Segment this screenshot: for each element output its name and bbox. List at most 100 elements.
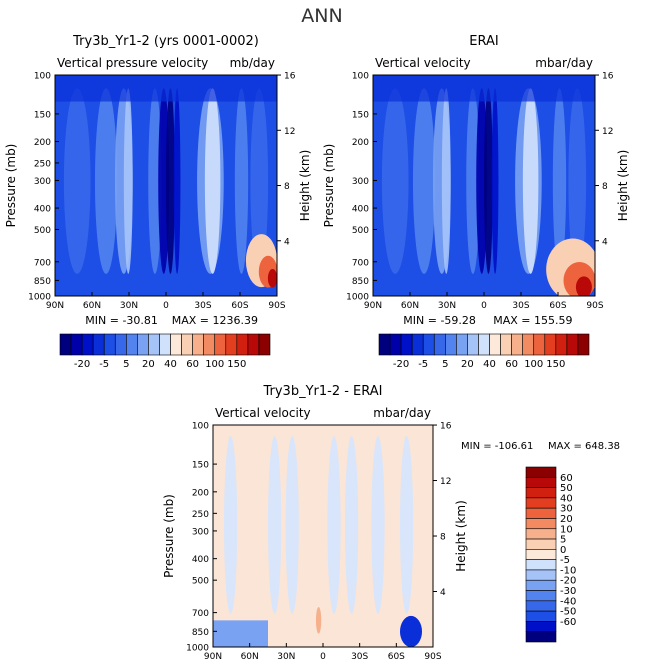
- colorbar-tick-label: 40: [483, 359, 496, 370]
- y-tick-label: 150: [352, 110, 369, 120]
- colorbar-box: [525, 507, 557, 519]
- y-tick-label: 1000: [28, 293, 51, 303]
- plot-area-model: [55, 75, 277, 296]
- contour-band: [575, 276, 592, 296]
- contour-band: [148, 88, 162, 274]
- panel-model: Try3b_Yr1-2 (yrs 0001-0002) Vertical pres…: [4, 34, 312, 370]
- colorbar-tick-label: -20: [74, 359, 90, 370]
- height-axis-label: Height (km): [454, 500, 468, 571]
- x-tick-label: 30N: [438, 301, 456, 311]
- y-tick-label: 400: [34, 205, 51, 215]
- y-tick-label: 100: [352, 72, 369, 82]
- panel-title-model: Try3b_Yr1-2 (yrs 0001-0002): [72, 34, 259, 49]
- y-tick-label: 300: [34, 177, 51, 187]
- x-tick-label: 30N: [120, 301, 138, 311]
- colorbar-box: [544, 333, 557, 356]
- colorbar-box: [500, 333, 512, 356]
- x-tick-label: 30N: [277, 652, 295, 662]
- subtitle-left-obs: Vertical velocity: [375, 56, 471, 70]
- y-axis-label: Pressure (mb): [162, 494, 176, 578]
- colorbar-box: [577, 333, 590, 356]
- x-tick-label: 60N: [83, 301, 101, 311]
- x-tick-label: 90S: [268, 301, 285, 311]
- colorbar-tick-label: -60: [560, 617, 576, 628]
- y-tick-label: 200: [34, 138, 51, 148]
- x-tick-label: 0: [163, 301, 169, 311]
- colorbar-box: [525, 621, 557, 633]
- colorbar-box: [92, 333, 105, 356]
- contour-band: [285, 436, 299, 614]
- colorbar-box: [137, 333, 149, 356]
- height-tick-label: 8: [602, 182, 608, 192]
- y-tick-label: 100: [192, 422, 209, 432]
- y-tick-label: 1000: [346, 293, 369, 303]
- colorbar-tick-label: 40: [560, 493, 573, 504]
- subtitle-right-model: mb/day: [230, 56, 275, 70]
- y-tick-label: 150: [34, 110, 51, 120]
- y-tick-label: 200: [352, 138, 369, 148]
- max-label-model: MAX = 1236.39: [172, 314, 258, 327]
- contour-band: [373, 75, 595, 102]
- subtitle-left-diff: Vertical velocity: [215, 406, 311, 420]
- y-axis-label: Pressure (mb): [322, 144, 336, 228]
- field-base-diff: [213, 425, 433, 647]
- contour-band: [412, 88, 436, 274]
- colorbar-tick-label: -5: [99, 359, 109, 370]
- y-tick-label: 250: [192, 510, 209, 520]
- colorbar-tick-label: 10: [560, 524, 573, 535]
- colorbar-box: [258, 333, 271, 356]
- height-tick-label: 4: [602, 237, 608, 247]
- contour-band: [158, 88, 170, 274]
- colorbar-tick-label: 0: [560, 545, 566, 556]
- colorbar-box: [192, 333, 204, 356]
- height-tick-label: 16: [440, 422, 452, 432]
- x-tick-label: 90N: [364, 301, 382, 311]
- y-tick-label: 850: [352, 277, 369, 287]
- colorbar-box: [70, 333, 83, 356]
- contour-band: [522, 88, 539, 274]
- height-tick-label: 12: [284, 127, 295, 137]
- contour-band: [268, 436, 282, 614]
- x-tick-label: 60S: [388, 652, 405, 662]
- y-tick-label: 100: [34, 72, 51, 82]
- colorbar-box: [433, 333, 446, 356]
- colorbar-box: [525, 590, 557, 602]
- x-tick-label: 30S: [351, 652, 368, 662]
- colorbar-tick-label: -30: [560, 586, 576, 597]
- colorbar-box: [525, 559, 557, 571]
- colorbar-box: [525, 549, 557, 560]
- subtitle-left-model: Vertical pressure velocity: [57, 56, 208, 70]
- y-tick-label: 400: [352, 205, 369, 215]
- colorbar-box: [525, 476, 557, 488]
- colorbar-box: [555, 333, 568, 356]
- colorbar-box: [525, 579, 557, 591]
- contour-band: [381, 88, 409, 274]
- height-axis-label: Height (km): [616, 150, 630, 221]
- colorbar-tick-label: -5: [418, 359, 428, 370]
- height-axis-label: Height (km): [298, 150, 312, 221]
- colorbar-box: [59, 333, 72, 356]
- contour-band: [371, 436, 385, 614]
- colorbar-box: [159, 333, 171, 356]
- contour-band: [94, 88, 118, 274]
- contour-band: [491, 88, 499, 274]
- colorbar-box: [114, 333, 127, 356]
- height-tick-label: 8: [440, 533, 446, 543]
- contour-band: [568, 88, 587, 274]
- y-tick-label: 1000: [186, 644, 209, 654]
- contour-band: [441, 88, 451, 274]
- colorbar-box: [445, 333, 457, 356]
- panel-diff: Try3b_Yr1-2 - ERAI Vertical velocity mbar/…: [162, 384, 620, 662]
- colorbar-box: [181, 333, 193, 356]
- colorbar-box: [422, 333, 435, 356]
- contour-band: [484, 88, 493, 274]
- colorbar-box: [525, 610, 557, 622]
- colorbar-tick-label: 50: [560, 483, 573, 494]
- contour-band: [234, 88, 249, 274]
- y-tick-label: 700: [34, 258, 51, 268]
- colorbar-box: [236, 333, 249, 356]
- colorbar-box: [170, 333, 182, 356]
- height-tick-label: 4: [284, 237, 290, 247]
- y-tick-label: 200: [192, 488, 209, 498]
- x-tick-label: 30S: [194, 301, 211, 311]
